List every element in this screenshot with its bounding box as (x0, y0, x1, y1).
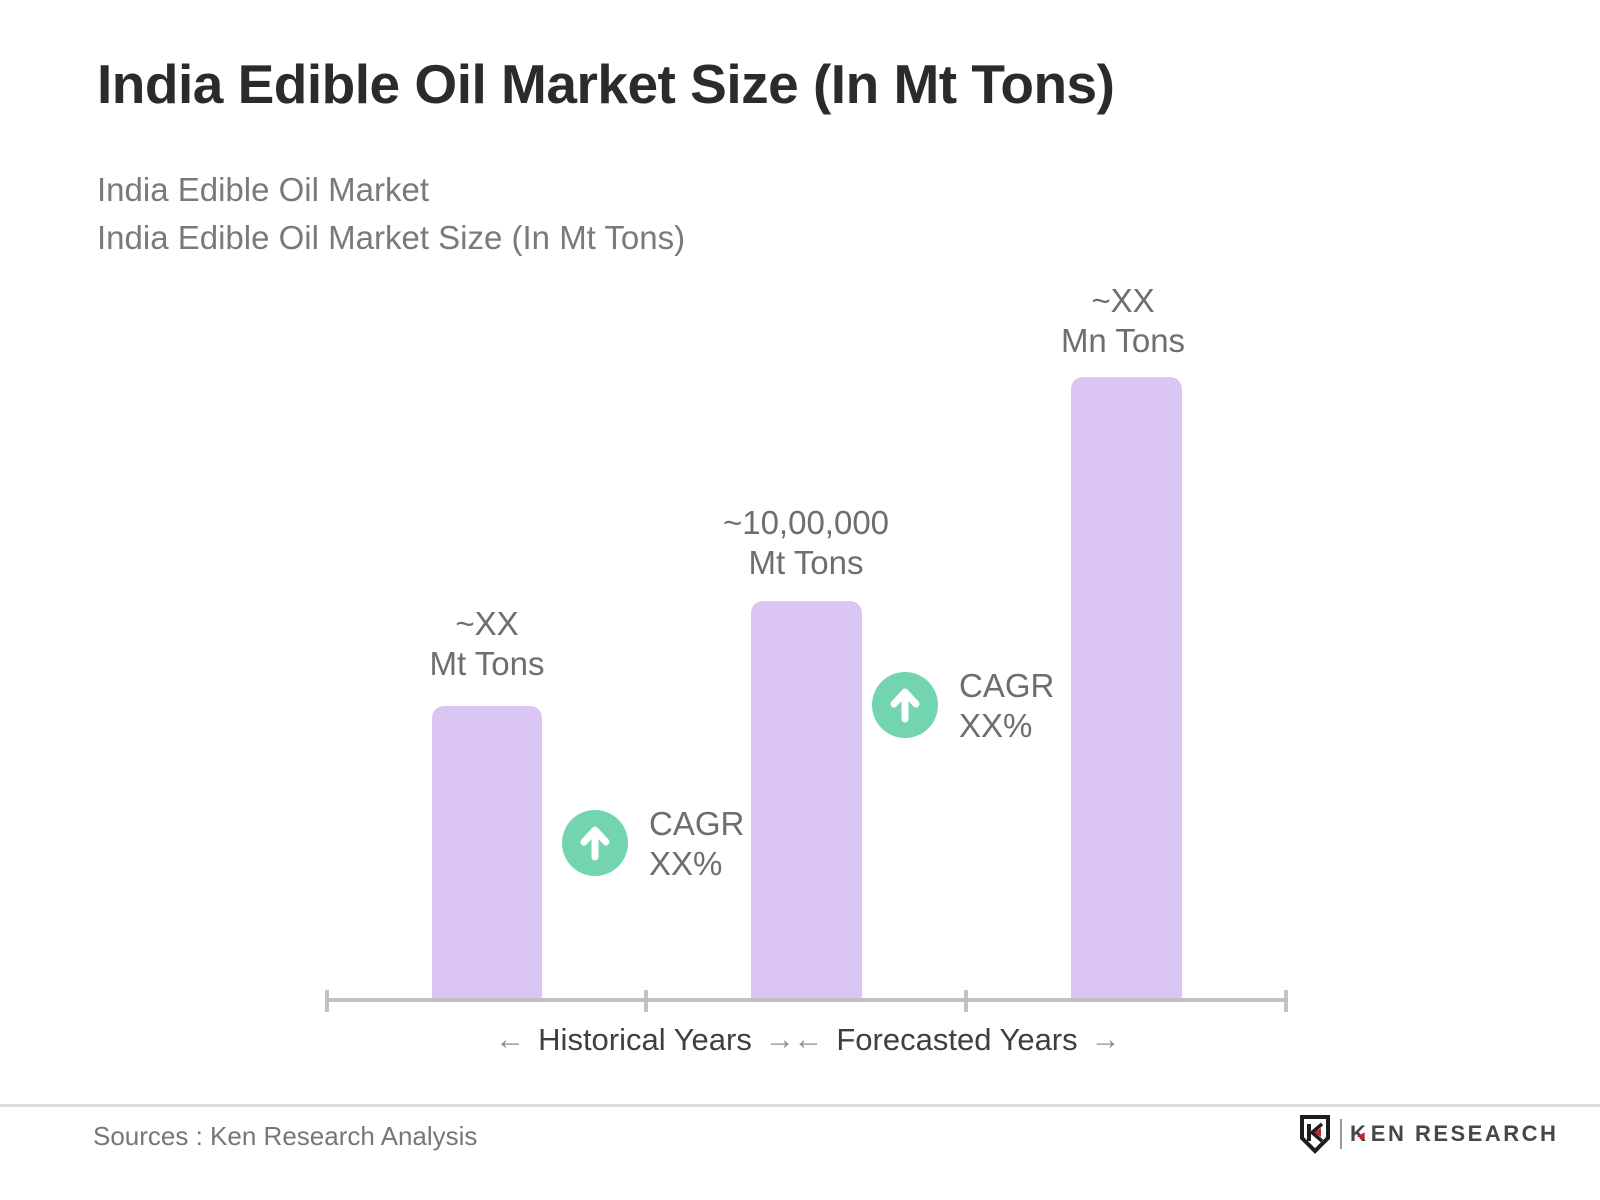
bar-value-line2: Mn Tons (1060, 322, 1186, 359)
up-arrow-icon (890, 688, 920, 723)
logo-letter-k: K (1350, 1121, 1369, 1146)
bar-forecast-end (1071, 377, 1182, 1002)
segment-label: Forecasted Years (836, 1022, 1078, 1057)
bar-value-line1: ~XX (1091, 282, 1155, 319)
left-arrow-icon: ← (793, 1023, 824, 1056)
logo-separator (1340, 1119, 1342, 1149)
source-note: Sources : Ken Research Analysis (93, 1121, 478, 1151)
bar-historical-end (751, 601, 862, 1002)
right-arrow-icon: → (1090, 1023, 1121, 1056)
cagr-value: XX% (959, 707, 1033, 744)
logo-wordmark-rest: EN RESEARCH (1370, 1121, 1559, 1146)
ken-research-logo-mark-icon (1300, 1115, 1330, 1154)
bar-value-label: ~XX Mn Tons (1061, 281, 1185, 361)
logo-wordmark: K ◄ EN RESEARCH (1350, 1121, 1558, 1147)
segment-label: Historical Years (538, 1022, 752, 1057)
bar-value-line1: ~10,00,000 (722, 504, 890, 541)
logo-red-triangle-icon: ◄ (1354, 1127, 1370, 1143)
cagr-annotation-1: CAGR XX% (562, 804, 744, 884)
cagr-annotation-2: CAGR XX% (872, 666, 1054, 746)
bar-value-line2: Mt Tons (429, 645, 545, 682)
x-axis-line (327, 998, 1286, 1002)
bar-historical-start (432, 706, 542, 1002)
axis-tick (1284, 990, 1288, 1012)
up-arrow-circle-icon (872, 672, 938, 738)
x-axis-segment-forecasted: ← Forecasted Years → (793, 1022, 1120, 1058)
subtitle-line-1: India Edible Oil Market (97, 171, 429, 208)
cagr-label: CAGR (649, 805, 745, 842)
up-arrow-circle-icon (562, 810, 628, 876)
cagr-value: XX% (649, 845, 723, 882)
cagr-label: CAGR (959, 667, 1055, 704)
bar-value-label: ~XX Mt Tons (430, 604, 545, 684)
bar-value-line2: Mt Tons (748, 544, 864, 581)
footer-divider (0, 1104, 1600, 1107)
subtitle-line-2: India Edible Oil Market Size (In Mt Tons… (97, 219, 686, 256)
cagr-text: CAGR XX% (649, 804, 744, 884)
x-axis-segment-historical: ← Historical Years → (495, 1022, 795, 1058)
bar-value-line1: ~XX (455, 605, 519, 642)
up-arrow-icon (580, 826, 610, 861)
chart-subtitle: India Edible Oil Market India Edible Oil… (97, 166, 685, 262)
ken-research-logo: K ◄ EN RESEARCH (1298, 1113, 1558, 1155)
cagr-text: CAGR XX% (959, 666, 1054, 746)
right-arrow-icon: → (764, 1023, 795, 1056)
left-arrow-icon: ← (495, 1023, 526, 1056)
page-title: India Edible Oil Market Size (In Mt Tons… (97, 53, 1115, 115)
bar-value-label: ~10,00,000 Mt Tons (723, 503, 889, 583)
